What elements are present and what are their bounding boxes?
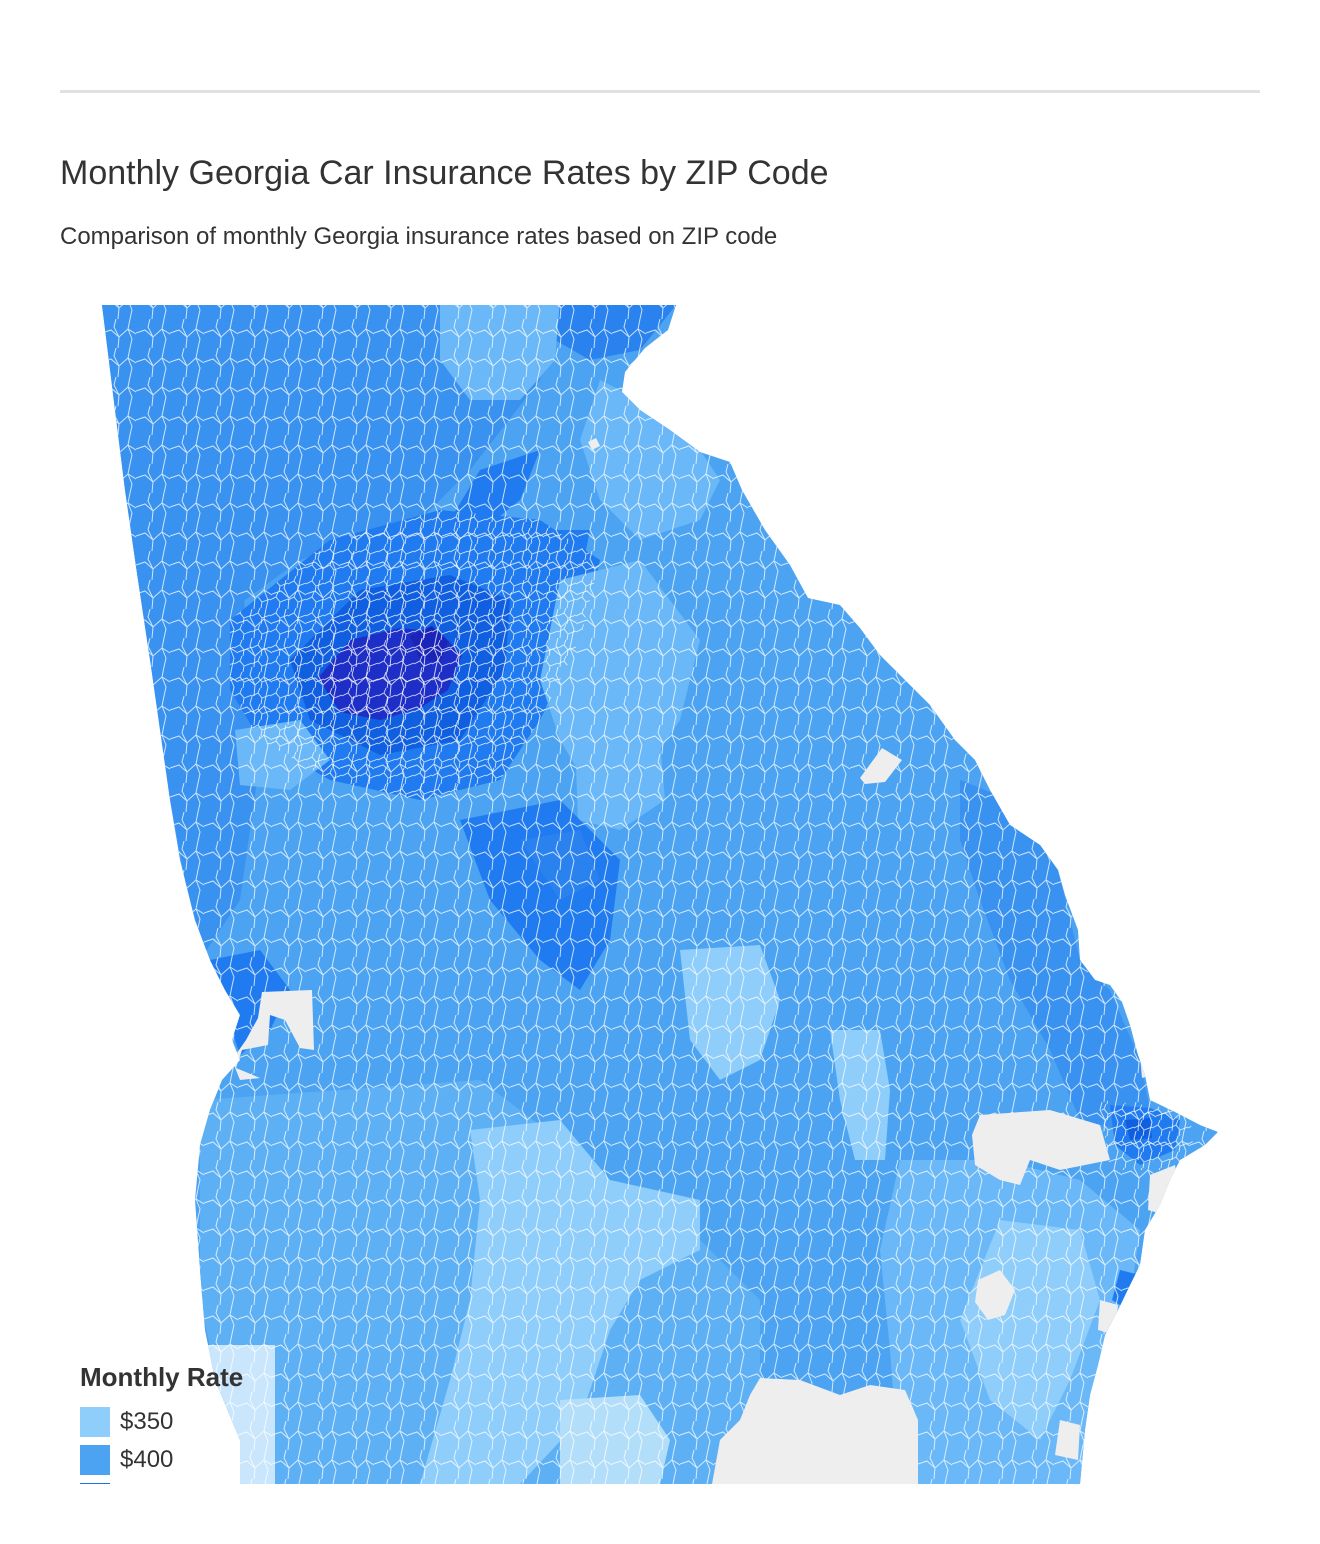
georgia-zip-map[interactable] xyxy=(0,290,1320,1484)
georgia-state-shape xyxy=(102,305,1218,1484)
legend-swatch-400 xyxy=(80,1445,110,1475)
legend-item-third xyxy=(80,1479,320,1484)
legend-label-350: $350 xyxy=(120,1408,174,1435)
legend-swatch-350 xyxy=(80,1407,110,1437)
legend-title: Monthly Rate xyxy=(80,1362,244,1392)
legend-swatch-third xyxy=(80,1483,110,1484)
top-divider xyxy=(60,90,1260,93)
page-subtitle: Comparison of monthly Georgia insurance … xyxy=(60,223,778,250)
legend-item-400: $400 xyxy=(80,1441,320,1479)
legend-item-350: $350 xyxy=(80,1403,320,1441)
map-legend: Monthly Rate $350 $400 xyxy=(80,1362,320,1484)
legend-label-400: $400 xyxy=(120,1446,174,1473)
page-title: Monthly Georgia Car Insurance Rates by Z… xyxy=(60,154,829,192)
